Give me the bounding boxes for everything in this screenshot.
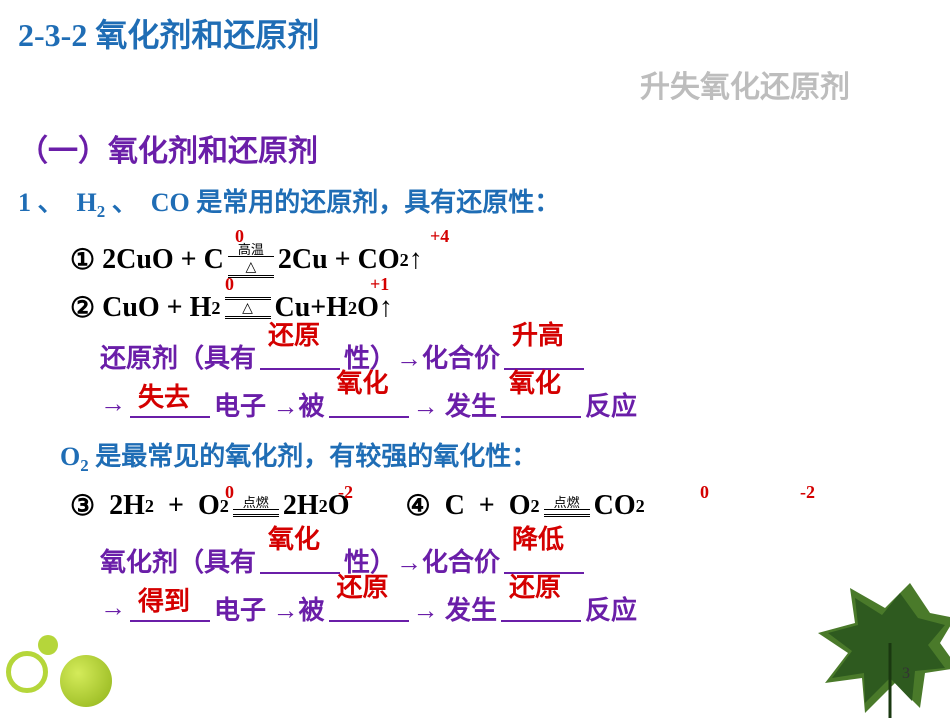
eq-label: ③ — [70, 489, 95, 523]
oxnum: 0 — [225, 482, 234, 503]
blank: 还原 — [260, 343, 340, 370]
eq-label: ① — [70, 243, 95, 277]
oxnum: 0 — [235, 226, 244, 247]
reaction-condition: 高温 △ — [228, 243, 274, 278]
oxnum: +1 — [370, 274, 389, 295]
o2-intro-line: O2 是最常见的氧化剂，有较强的氧化性： — [0, 428, 950, 476]
deco-circle-icon — [6, 651, 48, 693]
equation-row-34: 0 -2 0 -2 ③ 2H2 + O2 点燃 2H2O ④ C + O2 点燃… — [0, 476, 950, 536]
reducer-fill-line-b: → 失去 电子 →被 氧化 → 发生 氧化 反应 — [0, 380, 950, 428]
blank: 还原 — [501, 595, 581, 622]
oxnum: -2 — [800, 482, 815, 503]
oxnum: 0 — [700, 482, 709, 503]
blank: 得到 — [130, 595, 210, 622]
reaction-condition: 点燃 — [544, 496, 590, 517]
oxnum: +4 — [430, 226, 449, 247]
reaction-condition: △ — [225, 297, 271, 319]
intro-line: 1 、 H2 、 CO 是常用的还原剂，具有还原性： — [0, 170, 950, 222]
equation-1: 0 +4 ① 2CuO + C 高温 △ 2Cu + CO2↑ — [0, 236, 950, 284]
oxnum: 0 — [225, 274, 234, 295]
eq-label: ④ — [405, 489, 430, 523]
eq-label: ② — [70, 291, 95, 325]
deco-circle-icon — [38, 635, 58, 655]
blank: 还原 — [329, 595, 409, 622]
mnemonic-text: 升失氧化还原剂 — [640, 62, 850, 106]
reaction-condition: 点燃 — [233, 496, 279, 517]
page-title: 2-3-2 氧化剂和还原剂 — [0, 0, 950, 56]
blank: 氧化 — [329, 391, 409, 418]
leaf-icon — [800, 573, 950, 723]
blank: 氧化 — [260, 547, 340, 574]
blank: 氧化 — [501, 391, 581, 418]
deco-circle-icon — [60, 655, 112, 707]
blank: 失去 — [130, 391, 210, 418]
page-number: 3 — [902, 665, 910, 683]
reducer-fill-line-a: 还原剂（具有 还原 性）→化合价 升高 — [0, 332, 950, 380]
oxnum: -2 — [338, 482, 353, 503]
equation-2: 0 +1 ② CuO + H2 △ Cu+H2O↑ — [0, 284, 950, 332]
